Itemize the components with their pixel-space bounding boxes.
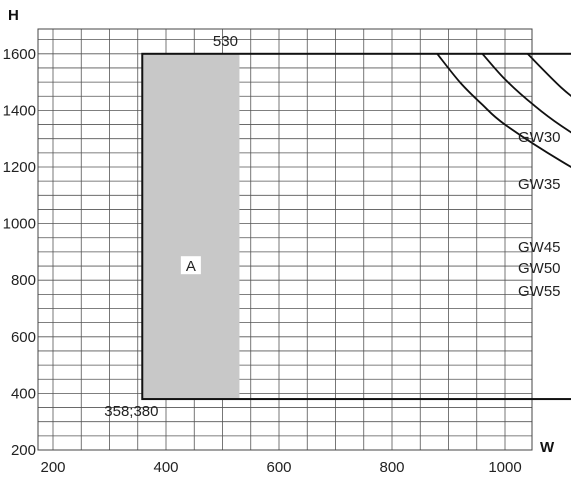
y-tick-label: 200 <box>11 442 36 459</box>
series-label-gw35: GW35 <box>518 176 561 193</box>
y-tick-label: 600 <box>11 329 36 346</box>
y-axis-label: H <box>8 7 19 24</box>
x-tick-label: 200 <box>40 459 65 476</box>
y-tick-label: 1000 <box>3 216 36 233</box>
series-label-gw30: GW30 <box>518 129 561 146</box>
annotation-corner: 358;380 <box>104 403 158 420</box>
shaded-region-label-box <box>180 256 201 275</box>
series-line-gw55 <box>436 53 571 168</box>
y-tick-labels: 200 400 600 800 1000 1200 1400 1600 <box>3 46 36 459</box>
shaded-region-a <box>142 53 240 400</box>
y-tick-label: 1600 <box>3 46 36 63</box>
series-line-gw45 <box>526 53 571 98</box>
series-curves <box>436 53 571 168</box>
y-tick-label: 400 <box>11 385 36 402</box>
y-tick-label: 800 <box>11 272 36 289</box>
x-tick-label: 600 <box>266 459 291 476</box>
plot-frame <box>37 28 533 451</box>
y-tick-label: 1400 <box>3 102 36 119</box>
annotation-530: 530 <box>213 33 238 50</box>
annotations: 530 358;380 <box>104 33 238 420</box>
series-labels: GW30 GW35 GW45 GW50 GW55 <box>518 129 561 300</box>
x-tick-label: 400 <box>153 459 178 476</box>
series-label-gw45: GW45 <box>518 239 561 256</box>
series-line-gw50 <box>481 53 571 134</box>
x-tick-labels: 20040060080010001200140016001800 <box>40 459 521 476</box>
x-axis-label: W <box>540 439 555 456</box>
series-label-gw55: GW55 <box>518 283 561 300</box>
y-tick-label: 1200 <box>3 159 36 176</box>
x-tick-label: 800 <box>379 459 404 476</box>
x-tick-label: 1000 <box>488 459 521 476</box>
series-label-gw50: GW50 <box>518 260 561 277</box>
shaded-region-label: A <box>186 258 196 275</box>
grid <box>38 29 532 450</box>
region-box <box>141 52 571 401</box>
